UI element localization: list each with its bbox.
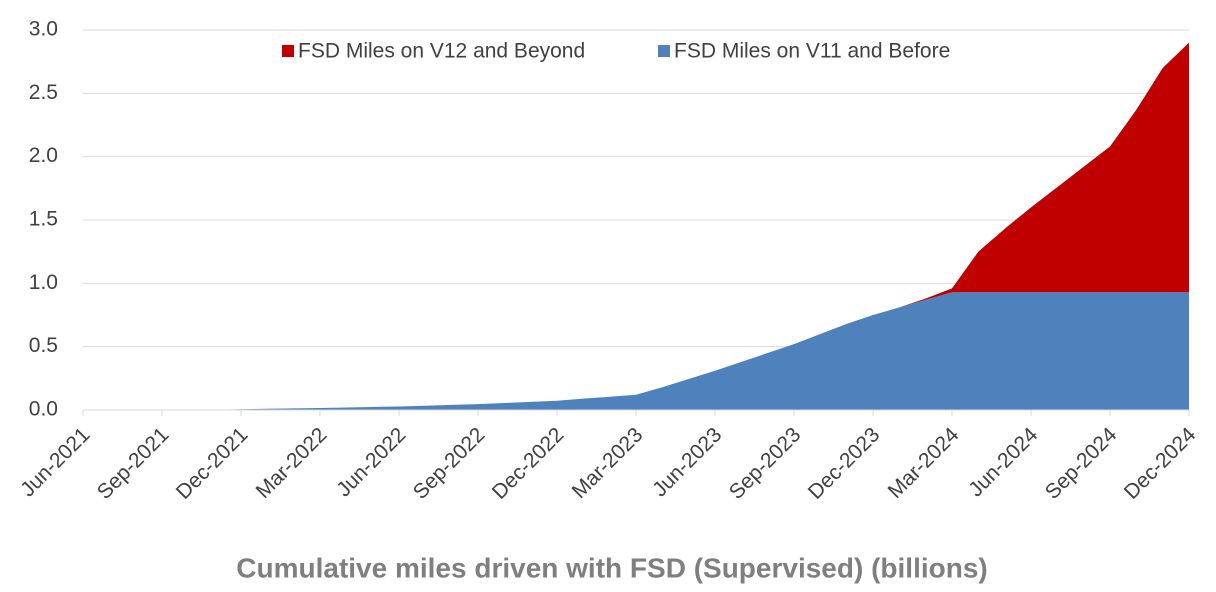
- x-tick-label: Dec-2021: [172, 423, 253, 504]
- legend-label: FSD Miles on V11 and Before: [674, 40, 950, 63]
- y-tick-label: 1.5: [29, 208, 58, 231]
- y-tick-label: 3.0: [29, 18, 58, 41]
- x-tick-label: Dec-2023: [804, 423, 885, 504]
- legend-swatch: [658, 45, 670, 57]
- y-tick-label: 0.5: [29, 334, 58, 357]
- y-tick-label: 0.0: [29, 398, 58, 421]
- x-tick-label: Sep-2021: [93, 423, 174, 504]
- y-tick-label: 2.0: [29, 144, 58, 167]
- legend-swatch: [282, 45, 294, 57]
- x-tick-label: Jun-2023: [648, 423, 726, 501]
- x-tick-label: Sep-2023: [725, 423, 806, 504]
- x-tick-label: Jun-2022: [332, 423, 410, 501]
- x-tick-label: Dec-2022: [488, 423, 569, 504]
- x-tick-label: Jun-2021: [16, 423, 94, 501]
- area: [83, 292, 1189, 410]
- x-tick-label: Mar-2024: [884, 423, 964, 503]
- x-tick-label: Mar-2022: [252, 423, 332, 503]
- x-tick-label: Sep-2022: [409, 423, 490, 504]
- x-tick-label: Sep-2024: [1041, 423, 1122, 504]
- y-tick-label: 2.5: [29, 81, 58, 104]
- y-tick-label: 1.0: [29, 271, 58, 294]
- x-tick-label: Jun-2024: [964, 423, 1042, 501]
- chart-title: Cumulative miles driven with FSD (Superv…: [236, 552, 987, 583]
- x-tick-label: Dec-2024: [1120, 423, 1201, 504]
- legend-label: FSD Miles on V12 and Beyond: [298, 40, 585, 63]
- x-tick-label: Mar-2023: [568, 423, 648, 503]
